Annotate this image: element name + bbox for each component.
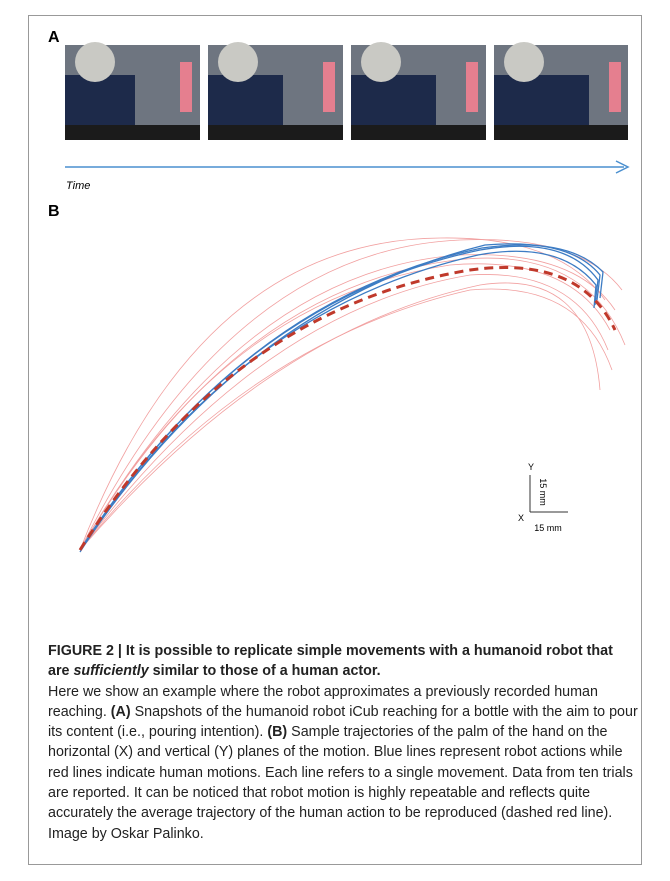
scale-bar: Y 15 mm X 15 mm [518,462,568,533]
panel-label: B [48,203,60,220]
mean-trajectory [80,268,615,551]
scale-length: 15 mm [534,523,562,533]
title-text: similar to those of a human actor. [149,663,381,679]
axis-label: Y [528,462,534,472]
caption-title: FIGURE 2 | It is possible to replicate s… [48,641,638,682]
snapshots [65,42,628,140]
scale-length: 15 mm [538,478,548,506]
page: A Time B Y 15 mm X 15 mm FIGURE 2 | It i… [0,0,670,881]
panel-label: A [48,29,60,46]
time-label: Time [66,180,90,192]
panel-ref: (B) [267,724,287,740]
figure: A Time B Y 15 mm X 15 mm [0,0,670,640]
panel-ref: (A) [111,704,131,720]
title-emphasis: sufficiently [73,663,148,679]
body-text: Sample trajectories of the palm of the h… [48,724,633,841]
caption: FIGURE 2 | It is possible to replicate s… [48,641,638,844]
caption-body: Here we show an example where the robot … [48,682,638,844]
axis-label: X [518,513,524,523]
